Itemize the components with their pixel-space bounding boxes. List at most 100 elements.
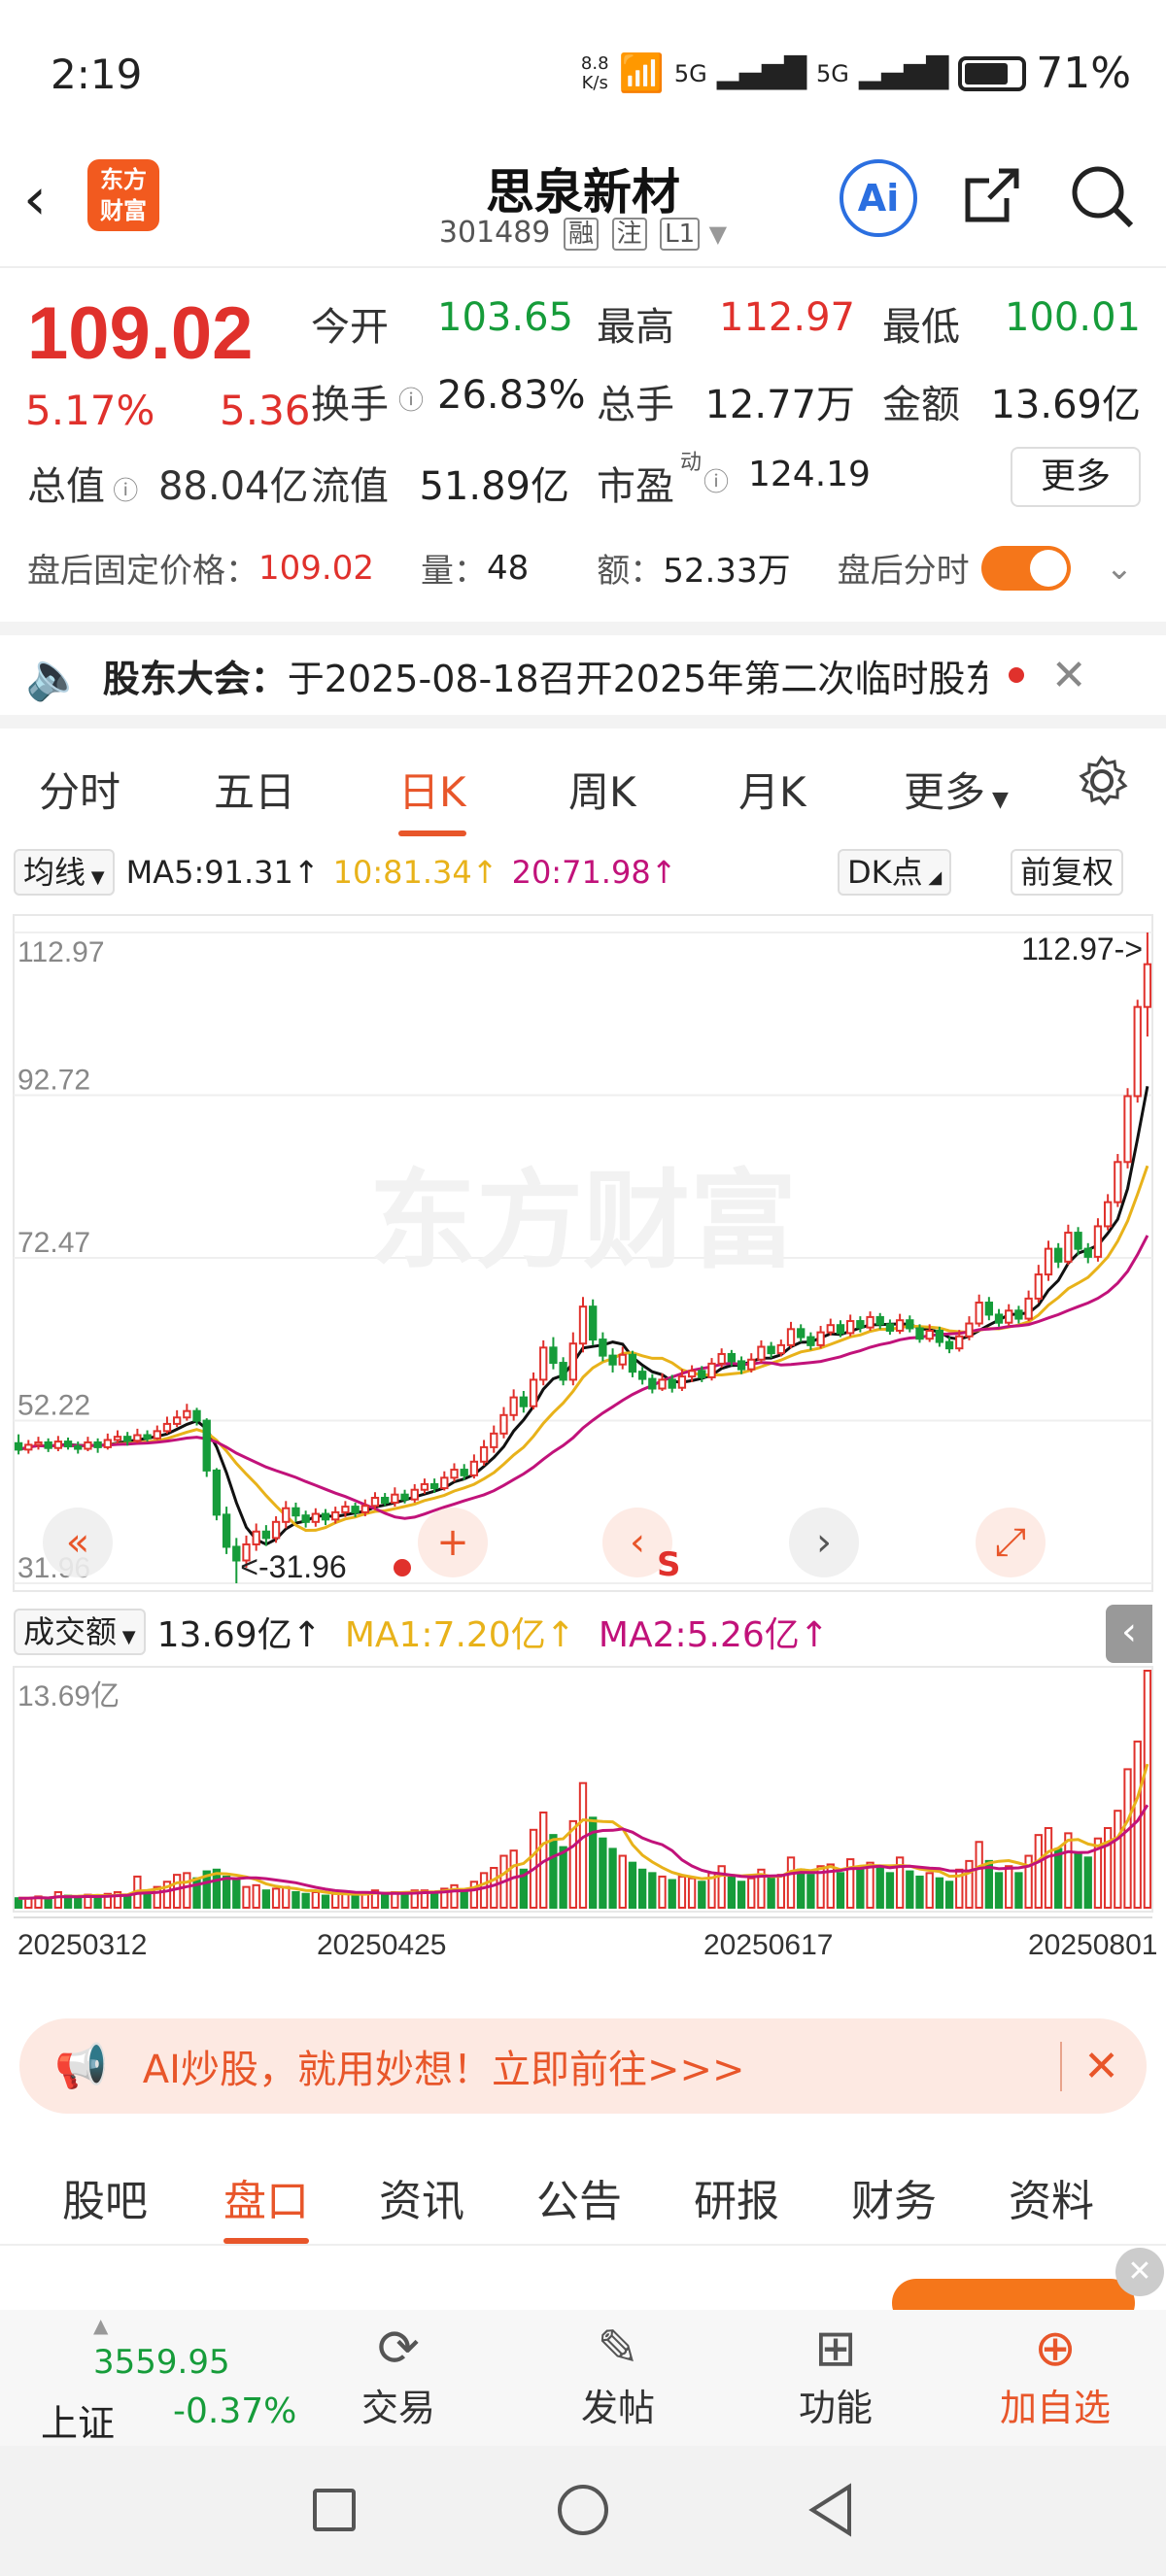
- tab-intraday[interactable]: 分时: [39, 768, 121, 816]
- nav-trade[interactable]: ⟳ 交易: [321, 2320, 476, 2431]
- quote-value: 26.83%: [437, 373, 586, 418]
- price-tick-label: 52.22: [17, 1389, 90, 1421]
- info-icon[interactable]: ⓘ: [398, 387, 425, 416]
- volume-bar: [727, 1875, 737, 1909]
- settings-gear-icon[interactable]: [1075, 754, 1129, 818]
- chevron-down-icon[interactable]: ⌄: [1105, 548, 1134, 588]
- candle-body: [311, 1512, 320, 1523]
- volume-indicator-select[interactable]: 成交额 ▼: [14, 1609, 146, 1655]
- double-left-button[interactable]: [43, 1508, 113, 1577]
- indicator-select[interactable]: 均线 ▼: [14, 849, 115, 896]
- candle-body: [648, 1377, 657, 1390]
- chevron-right-icon[interactable]: ›: [816, 1520, 832, 1565]
- volume-bar: [1093, 1837, 1103, 1910]
- volume-bar: [568, 1819, 577, 1909]
- s-mark-icon[interactable]: ‹: [630, 1520, 645, 1565]
- volume-bar: [737, 1881, 746, 1909]
- candle-body: [935, 1329, 944, 1343]
- nav-add-watchlist[interactable]: ⊕ 加自选: [977, 2320, 1133, 2431]
- tab-news[interactable]: 资讯: [379, 2177, 464, 2226]
- volume-bar: [628, 1861, 637, 1909]
- volume-bar: [1114, 1810, 1122, 1910]
- candle-body: [370, 1497, 380, 1508]
- expand-icon[interactable]: ⤢: [995, 1520, 1026, 1565]
- ai-banner[interactable]: 📢 AI炒股，就用妙想！立即前往>>> ✕: [19, 2018, 1147, 2114]
- volume-bar: [965, 1859, 974, 1910]
- expand-button[interactable]: [976, 1508, 1046, 1577]
- tab-order-book[interactable]: 盘口: [223, 2166, 309, 2244]
- tab-announcements[interactable]: 公告: [536, 2177, 622, 2226]
- share-icon[interactable]: [960, 165, 1022, 227]
- candle-body: [133, 1434, 142, 1442]
- max-price-label: 112.97->: [1021, 932, 1143, 966]
- candle-body: [381, 1497, 390, 1504]
- stock-code-row[interactable]: 301489 融 注 L1 ▼: [0, 216, 1166, 251]
- volume-chart[interactable]: 13.69亿 20250312 20250425 20250617 20250801: [0, 1663, 1166, 1993]
- after-hours-toggle[interactable]: [980, 545, 1071, 591]
- tab-profile[interactable]: 资料: [1009, 2177, 1094, 2226]
- tab-forum[interactable]: 股吧: [62, 2177, 148, 2226]
- quote-label: 最高: [597, 305, 674, 350]
- candle-body: [400, 1493, 409, 1501]
- candle-body: [677, 1375, 687, 1389]
- dk-point-button[interactable]: DK点 ◢: [838, 849, 952, 896]
- double-left-icon[interactable]: «: [66, 1520, 89, 1565]
- battery-percent: 71%: [1036, 49, 1131, 98]
- quote-value: 51.89亿: [419, 464, 569, 509]
- chevron-right-button[interactable]: [789, 1508, 859, 1577]
- app-logo[interactable]: 东方 财富: [87, 159, 159, 231]
- index-change[interactable]: -0.37%: [173, 2391, 297, 2431]
- candle-body: [34, 1441, 43, 1446]
- volume-max-label: 13.69亿: [17, 1680, 120, 1712]
- chart-frame: [13, 914, 1153, 1592]
- nav-post[interactable]: ✎ 发帖: [540, 2320, 696, 2431]
- volume-bar: [895, 1856, 905, 1909]
- grid-icon: ⊞: [814, 2320, 857, 2378]
- candle-body: [687, 1370, 697, 1378]
- collapse-panel-handle[interactable]: ‹: [1106, 1605, 1152, 1663]
- more-button[interactable]: 更多: [1011, 447, 1141, 507]
- plus-icon[interactable]: +: [436, 1520, 469, 1565]
- candle-body: [529, 1378, 538, 1407]
- index-value[interactable]: 3559.95: [93, 2343, 230, 2382]
- index-name[interactable]: 上证: [41, 2402, 116, 2445]
- candle-body: [786, 1328, 796, 1346]
- back-icon[interactable]: ‹: [23, 165, 47, 233]
- tab-five-day[interactable]: 五日: [214, 768, 296, 816]
- candle-body: [539, 1346, 548, 1381]
- candle-body: [232, 1545, 241, 1562]
- volume-bar: [410, 1889, 419, 1910]
- back-triangle-icon[interactable]: [806, 2483, 857, 2537]
- tab-weekly-k[interactable]: 周K: [568, 768, 636, 816]
- banner-text: AI炒股，就用妙想！立即前往>>>: [142, 2048, 745, 2092]
- quote-value: 88.04亿: [157, 464, 309, 509]
- candle-body: [618, 1353, 627, 1366]
- candle-body: [846, 1320, 855, 1335]
- volume-bar: [271, 1887, 281, 1910]
- s-mark-button[interactable]: [602, 1508, 672, 1577]
- close-icon[interactable]: ✕: [1115, 2248, 1164, 2296]
- kline-chart[interactable]: 112.9792.7272.4752.2231.96东方财富112.97-><-…: [0, 903, 1166, 1603]
- info-icon[interactable]: ⓘ: [703, 468, 730, 497]
- unread-dot: [1008, 667, 1024, 683]
- home-icon[interactable]: [558, 2485, 608, 2535]
- tab-finance[interactable]: 财务: [851, 2177, 937, 2226]
- recents-icon[interactable]: [313, 2489, 356, 2531]
- search-icon[interactable]: [1069, 163, 1137, 231]
- tab-monthly-k[interactable]: 月K: [738, 768, 806, 816]
- notice-bar[interactable]: 🔈 股东大会： 于2025-08-18召开2025年第二次临时股东... ✕: [0, 622, 1166, 729]
- close-icon[interactable]: ✕: [1060, 2041, 1119, 2091]
- ai-assistant-button[interactable]: Ai: [840, 159, 917, 237]
- candle-body: [282, 1507, 291, 1523]
- plus-button[interactable]: [418, 1508, 488, 1577]
- nav-functions[interactable]: ⊞ 功能: [758, 2320, 913, 2431]
- quote-value: 13.69亿: [990, 383, 1141, 427]
- adjust-button[interactable]: 前复权: [1011, 849, 1124, 896]
- tab-more[interactable]: 更多 ▼: [904, 768, 1009, 816]
- change-percent: 5.17%: [25, 387, 155, 434]
- chart-toolbar: 均线 ▼ MA5:91.31↑ 10:81.34↑ 20:71.98↑ DK点 …: [14, 847, 1152, 898]
- tab-research[interactable]: 研报: [694, 2177, 779, 2226]
- tab-daily-k[interactable]: 日K: [398, 760, 466, 836]
- close-icon[interactable]: ✕: [1050, 650, 1087, 700]
- volume-bar: [519, 1868, 529, 1909]
